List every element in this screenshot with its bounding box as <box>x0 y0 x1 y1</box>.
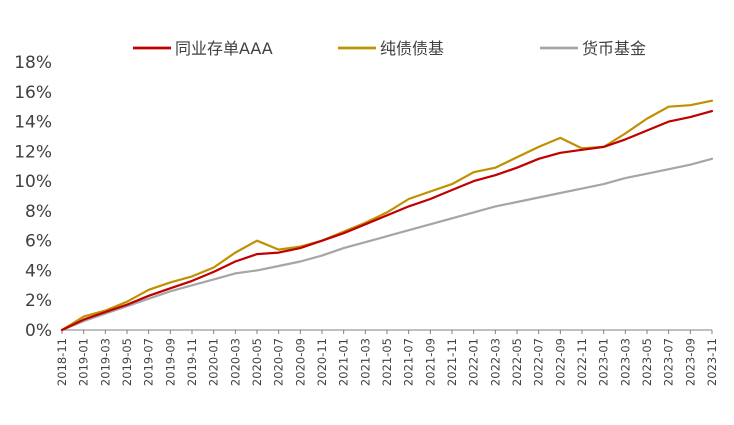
legend-label: 同业存单AAA <box>175 39 273 58</box>
x-tick-label: 2023-05 <box>640 338 654 386</box>
y-tick-label: 0% <box>25 321 52 341</box>
x-tick-label: 2020-09 <box>293 338 307 386</box>
x-tick-label: 2022-03 <box>488 338 502 386</box>
x-tick-label: 2023-09 <box>683 338 697 386</box>
x-tick-label: 2018-11 <box>55 338 69 386</box>
x-tick-label: 2020-03 <box>228 338 242 386</box>
x-tick-label: 2022-05 <box>510 338 524 386</box>
series-line-3 <box>60 157 714 332</box>
y-tick-label: 6% <box>25 232 52 252</box>
x-tick-label: 2023-11 <box>705 338 719 386</box>
series-line-1 <box>60 109 714 332</box>
axes: 0% 2% 4% 6% 8% 10% 12% 14% 16% 18% 2018-11 2019-01 2… <box>14 53 719 386</box>
x-tick-label: 2019-11 <box>185 338 199 386</box>
x-tick-label: 2022-11 <box>575 338 589 386</box>
x-tick-label: 2019-07 <box>142 338 156 386</box>
legend-label: 纯债债基 <box>380 39 444 58</box>
y-tick-label: 2% <box>25 291 52 311</box>
x-tick-label: 2021-05 <box>380 338 394 386</box>
series-lines <box>60 99 714 332</box>
y-tick-label: 4% <box>25 261 52 281</box>
x-tick-label: 2022-01 <box>467 338 481 386</box>
x-tick-label: 2019-03 <box>98 338 112 386</box>
x-tick-label: 2022-09 <box>553 338 567 386</box>
y-tick-label: 12% <box>14 142 52 162</box>
x-tick-label: 2019-09 <box>163 338 177 386</box>
x-tick-label: 2021-09 <box>423 338 437 386</box>
y-tick-label: 8% <box>25 202 52 222</box>
x-tick-label: 2020-11 <box>315 338 329 386</box>
x-tick-label: 2020-01 <box>207 338 221 386</box>
x-tick-label: 2022-07 <box>532 338 546 386</box>
legend-label: 货币基金 <box>582 39 646 58</box>
x-tick-label: 2023-07 <box>662 338 676 386</box>
x-tick-label: 2021-03 <box>358 338 372 386</box>
x-tick-label: 2020-05 <box>250 338 264 386</box>
x-tick-label: 2019-01 <box>77 338 91 386</box>
y-tick-label: 18% <box>14 53 52 73</box>
x-tick-label: 2023-01 <box>597 338 611 386</box>
x-tick-label: 2021-11 <box>445 338 459 386</box>
y-tick-label: 14% <box>14 113 52 133</box>
y-tick-label: 16% <box>14 83 52 103</box>
x-tick-label: 2020-07 <box>272 338 286 386</box>
legend: 同业存单AAA 纯债债基 货币基金 <box>133 39 646 58</box>
x-tick-label: 2021-07 <box>402 338 416 386</box>
x-tick-label: 2023-03 <box>618 338 632 386</box>
x-tick-label: 2019-05 <box>120 338 134 386</box>
x-tick-label: 2021-01 <box>337 338 351 386</box>
y-tick-label: 10% <box>14 172 52 192</box>
